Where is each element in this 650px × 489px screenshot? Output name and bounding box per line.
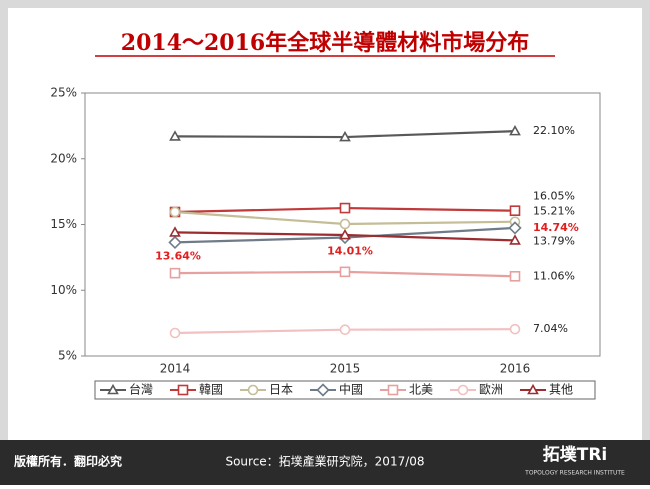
logo: 拓墣TRi [543,445,608,465]
rights: 版權所有．翻印必究 [14,454,122,469]
value-label: 11.06% [533,269,575,282]
marker [169,206,181,218]
marker [169,267,181,279]
legend-label: 日本 [269,383,293,397]
legend-label: 其他 [549,383,573,397]
legend-label: 韓國 [199,383,223,397]
y-tick-label: 5% [58,349,77,363]
value-label: 15.21% [533,205,575,218]
value-label: 14.74% [533,221,579,234]
marker [339,266,351,278]
logo-sub: TOPOLOGY RESEARCH INSTITUTE [524,470,625,477]
marker [339,228,351,240]
marker [168,235,182,250]
marker [508,221,522,235]
legend [94,380,596,400]
marker [316,383,330,397]
marker [339,324,351,336]
marker [509,271,521,282]
y-tick-label: 10% [50,283,77,297]
marker [107,383,119,395]
value-label: 14.01% [327,245,373,258]
marker [527,383,539,395]
value-label: 22.10% [533,124,575,137]
panel [8,8,642,440]
source: Source：拓墣產業研究院，2017/08 [225,454,424,469]
x-tick-label: 2015 [330,362,361,376]
value-label: 7.04% [533,322,568,335]
marker [509,234,521,245]
marker [339,218,351,230]
marker [509,205,521,216]
x-tick-label: 2014 [160,362,191,376]
value-label: 13.79% [533,234,575,247]
legend-label: 歐洲 [479,382,503,397]
marker [247,384,259,396]
marker [457,384,469,396]
marker [169,327,181,339]
marker [169,130,181,141]
y-tick-label: 25% [50,86,77,100]
y-tick-label: 20% [50,151,77,165]
marker [509,323,521,335]
legend-label: 台灣 [129,382,153,397]
marker [339,202,351,214]
x-tick-label: 2016 [500,362,531,376]
y-tick-label: 15% [50,217,77,231]
marker [177,384,189,396]
value-label: 16.05% [533,190,575,203]
marker [169,226,181,237]
marker [339,130,351,142]
chart-title: 2014～2016年全球半導體材料市場分布 [121,30,529,56]
marker [387,384,399,396]
legend-label: 北美 [409,383,433,397]
legend-label: 中國 [339,382,363,397]
footer-bar [0,440,650,485]
marker [509,125,521,136]
value-label: 13.64% [155,249,201,262]
